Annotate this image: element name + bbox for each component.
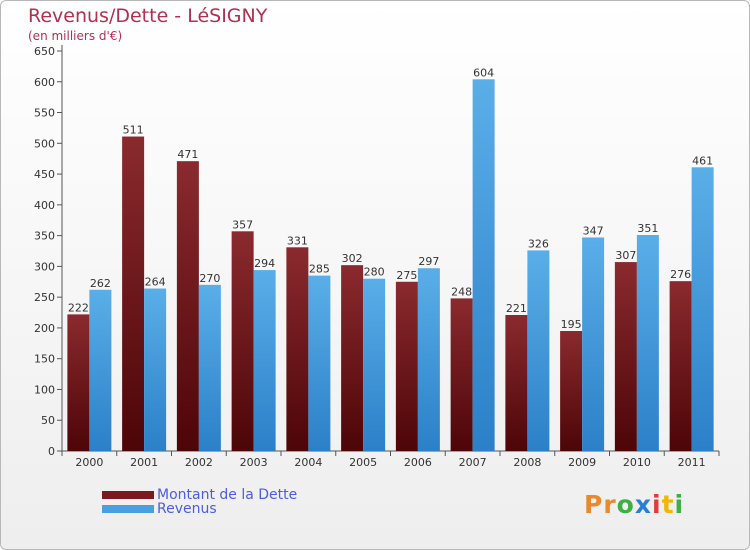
- y-tick-label: 150: [34, 353, 55, 366]
- bar-dette: [669, 281, 692, 451]
- x-tick-label: 2011: [678, 456, 706, 469]
- data-label-revenus: 297: [418, 255, 439, 268]
- y-tick-label: 100: [34, 383, 55, 396]
- logo-letter: i: [674, 490, 685, 519]
- x-tick-label: 2005: [349, 456, 377, 469]
- y-tick-label: 0: [48, 445, 55, 458]
- y-tick-label: 650: [34, 45, 55, 58]
- bar-dette: [560, 331, 583, 451]
- x-tick-label: 2009: [568, 456, 596, 469]
- bar-dette: [231, 231, 254, 451]
- data-label-dette: 471: [177, 148, 198, 161]
- bar-revenus: [308, 275, 331, 451]
- bar-revenus: [472, 79, 495, 452]
- logo-letter: o: [616, 490, 635, 519]
- x-tick-label: 2003: [240, 456, 268, 469]
- legend-label-revenus: Revenus: [157, 501, 217, 517]
- bar-dette: [67, 314, 90, 451]
- y-tick-label: 300: [34, 260, 55, 273]
- bar-revenus: [417, 268, 440, 451]
- logo-letter: t: [661, 490, 675, 519]
- y-tick-label: 500: [34, 137, 55, 150]
- data-label-revenus: 461: [692, 154, 713, 167]
- legend-swatch-dette: [102, 491, 154, 499]
- data-label-revenus: 264: [145, 276, 166, 289]
- proxiti-logo: Proxiti: [584, 490, 684, 519]
- data-label-dette: 195: [561, 318, 582, 331]
- logo-letter: x: [634, 490, 652, 519]
- y-tick-label: 350: [34, 230, 55, 243]
- bar-dette: [505, 315, 528, 451]
- bar-dette: [176, 161, 199, 451]
- bar-dette: [614, 262, 637, 451]
- data-label-dette: 511: [123, 124, 144, 137]
- legend-item-revenus: Revenus: [102, 501, 217, 517]
- data-label-revenus: 604: [473, 66, 494, 79]
- data-label-revenus: 262: [90, 277, 111, 290]
- x-tick-label: 2001: [130, 456, 158, 469]
- logo-letter: P: [584, 490, 604, 519]
- y-tick-label: 550: [34, 107, 55, 120]
- data-label-revenus: 294: [254, 257, 275, 270]
- data-label-dette: 307: [615, 249, 636, 262]
- y-tick-label: 600: [34, 76, 55, 89]
- bar-revenus: [527, 250, 550, 451]
- bar-dette: [395, 281, 418, 451]
- data-label-dette: 275: [396, 269, 417, 282]
- y-tick-label: 50: [41, 414, 55, 427]
- bar-revenus: [691, 167, 714, 452]
- data-label-revenus: 280: [364, 266, 385, 279]
- y-tick-label: 250: [34, 291, 55, 304]
- x-tick-label: 2008: [513, 456, 541, 469]
- legend-item-dette: Montant de la Dette: [102, 487, 298, 503]
- bar-dette: [341, 265, 364, 451]
- bar-revenus: [363, 278, 386, 451]
- data-label-dette: 221: [506, 302, 527, 315]
- data-label-revenus: 270: [199, 272, 220, 285]
- y-tick-label: 450: [34, 168, 55, 181]
- x-tick-label: 2006: [404, 456, 432, 469]
- chart-title: Revenus/Dette - LéSIGNY: [28, 5, 268, 27]
- x-tick-label: 2007: [459, 456, 487, 469]
- legend-label-dette: Montant de la Dette: [157, 487, 298, 503]
- y-tick-label: 400: [34, 199, 55, 212]
- data-label-revenus: 326: [528, 237, 549, 250]
- x-tick-label: 2010: [623, 456, 651, 469]
- bar-dette: [122, 136, 145, 452]
- data-label-revenus: 285: [309, 263, 330, 276]
- bar-revenus: [144, 288, 167, 451]
- bar-dette: [286, 247, 309, 451]
- legend-swatch-revenus: [102, 505, 154, 513]
- bar-revenus: [636, 235, 659, 451]
- data-label-dette: 222: [68, 301, 89, 314]
- logo-letter: r: [603, 490, 617, 519]
- x-tick-label: 2002: [185, 456, 213, 469]
- bar-revenus: [198, 284, 221, 451]
- bar-revenus: [89, 289, 112, 451]
- data-label-revenus: 351: [637, 222, 658, 235]
- chart-subtitle: (en milliers d'€): [28, 29, 123, 43]
- data-label-dette: 331: [287, 234, 308, 247]
- bar-dette: [450, 298, 473, 451]
- data-label-dette: 302: [342, 252, 363, 265]
- bar-revenus: [582, 237, 605, 451]
- x-tick-label: 2004: [294, 456, 322, 469]
- bar-revenus: [253, 270, 276, 451]
- logo-letter: i: [652, 490, 662, 519]
- data-label-revenus: 347: [583, 224, 604, 237]
- data-label-dette: 357: [232, 218, 253, 231]
- data-label-dette: 276: [670, 268, 691, 281]
- data-label-dette: 248: [451, 285, 472, 298]
- y-tick-label: 200: [34, 322, 55, 335]
- x-tick-label: 2000: [75, 456, 103, 469]
